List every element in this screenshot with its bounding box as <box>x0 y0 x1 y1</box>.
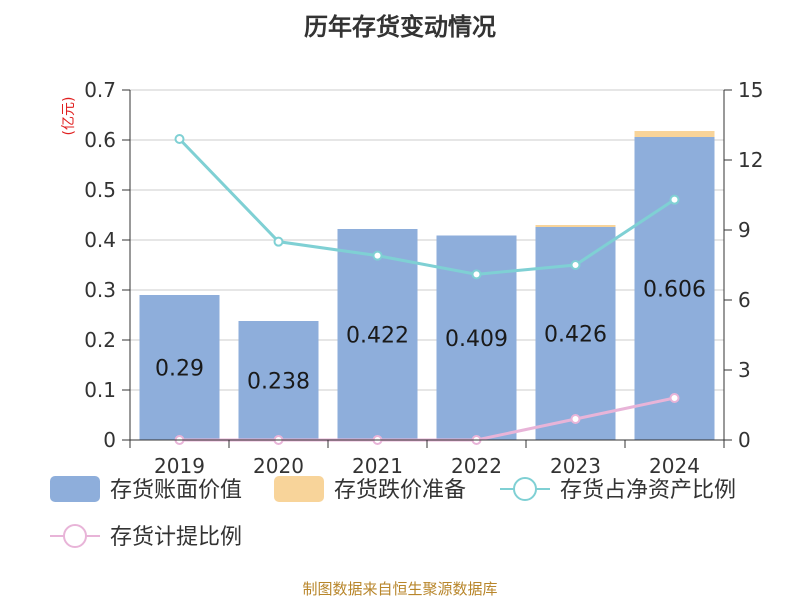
right-tick-label: 12 <box>738 148 763 172</box>
right-tick-label: 0 <box>738 428 751 452</box>
source-note: 制图数据来自恒生聚源数据库 <box>302 580 497 598</box>
right-tick-label: 9 <box>738 218 751 242</box>
left-tick-label: 0.5 <box>84 178 116 202</box>
bar-data-label: 0.606 <box>643 278 706 303</box>
line-point <box>471 269 482 280</box>
x-tick-label: 2022 <box>451 454 502 478</box>
bar-book-value <box>139 295 220 440</box>
right-tick-label: 15 <box>738 78 763 102</box>
line-inventory-to-net-assets <box>178 137 676 276</box>
line-point <box>570 414 581 424</box>
bar-data-label: 0.422 <box>346 324 409 349</box>
bar-book-value <box>238 321 319 440</box>
line-point <box>669 393 680 403</box>
legend-label: 存货计提比例 <box>110 525 242 550</box>
legend-swatch <box>274 476 324 502</box>
line-point <box>372 250 383 261</box>
x-tick-label: 2023 <box>550 454 601 478</box>
line-point <box>570 260 581 270</box>
left-tick-label: 0.6 <box>84 128 116 152</box>
bar-book-value <box>337 229 418 440</box>
x-tick-label: 2024 <box>649 454 700 478</box>
line-point <box>273 236 284 247</box>
bar-impairment-reserve <box>634 131 715 137</box>
right-tick-label: 3 <box>738 358 751 382</box>
left-tick-label: 0.7 <box>84 78 116 102</box>
legend-label: 存货占净资产比例 <box>560 478 736 503</box>
legend-swatch <box>50 476 100 502</box>
left-axis-unit: (亿元) <box>61 97 77 136</box>
right-tick-label: 6 <box>738 288 751 312</box>
bar-book-value <box>634 137 715 440</box>
chart-title: 历年存货变动情况 <box>304 13 496 41</box>
legend-label: 存货账面价值 <box>110 478 242 503</box>
x-tick-label: 2021 <box>352 454 403 478</box>
x-tick-label: 2020 <box>253 454 304 478</box>
left-tick-label: 0.4 <box>84 228 116 252</box>
left-tick-label: 0.1 <box>84 378 116 402</box>
legend-marker <box>63 524 87 548</box>
line-point <box>174 134 185 144</box>
bar-data-label: 0.409 <box>445 327 508 352</box>
line-point <box>669 194 680 205</box>
left-tick-label: 0 <box>103 428 116 452</box>
bar-impairment-reserve <box>535 225 616 227</box>
legend-marker <box>513 477 537 501</box>
bars-layer: 0.29 0.238 0.422 0.409 0.426 0.606 <box>139 131 715 440</box>
bar-data-label: 0.426 <box>544 323 607 348</box>
left-tick-label: 0.2 <box>84 328 116 352</box>
left-tick-label: 0.3 <box>84 278 116 302</box>
bar-data-label: 0.238 <box>247 370 310 395</box>
legend-label: 存货跌价准备 <box>334 478 466 503</box>
bar-data-label: 0.29 <box>155 357 204 382</box>
x-tick-label: 2019 <box>154 454 205 478</box>
axes-layer: 0 0.1 0.2 0.3 0.4 0.5 0.6 0.7 0 3 6 9 12 15 2019 2020 20… <box>84 78 763 478</box>
